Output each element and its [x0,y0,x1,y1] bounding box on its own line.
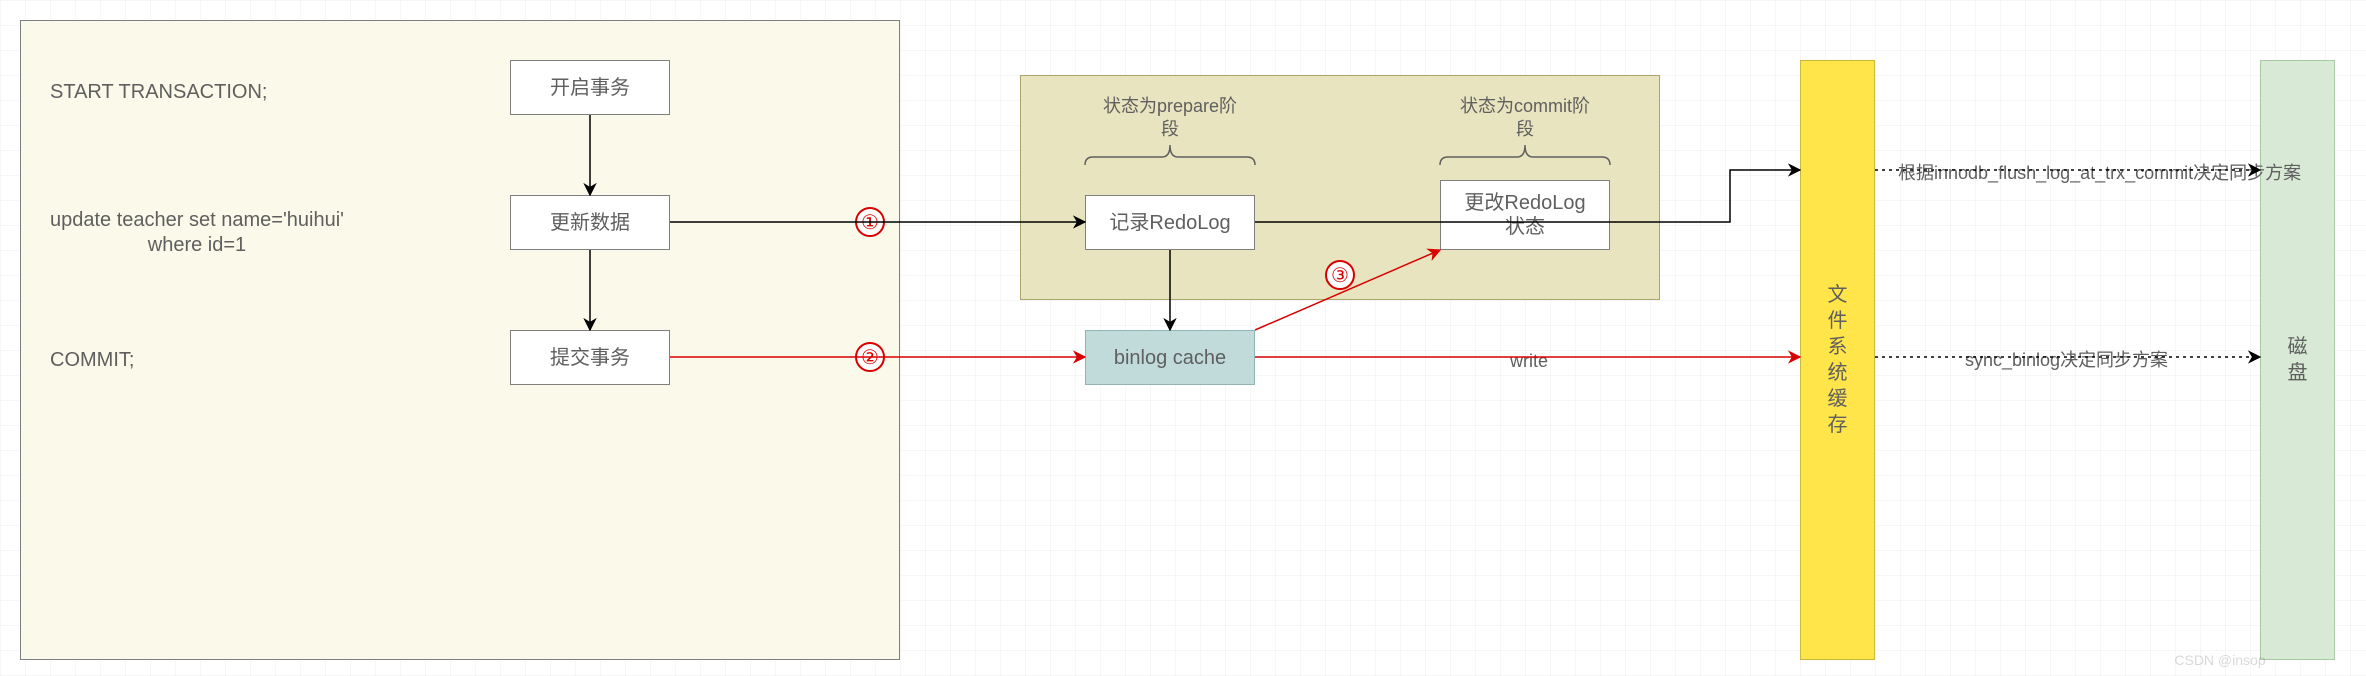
node-binlog: binlog cache [1085,330,1255,385]
node-redolog: 记录RedoLog [1085,195,1255,250]
edge-label-sync: sync_binlog决定同步方案 [1965,349,2168,372]
code-commit: COMMIT; [50,348,134,373]
container-transaction [20,20,900,660]
node-fs-cache: 文 件 系 统 缓 存 [1800,60,1875,660]
step-1-badge: ① [855,207,885,237]
code-start-transaction: START TRANSACTION; [50,80,267,105]
node-start-tx: 开启事务 [510,60,670,115]
label-commit-phase: 状态为commit阶 段 [1460,95,1590,140]
node-disk: 磁 盘 [2260,60,2335,660]
edge-label-write: write [1510,350,1548,373]
node-commit: 提交事务 [510,330,670,385]
watermark: CSDN @insop [2174,652,2265,668]
step-2-badge: ② [855,342,885,372]
step-3-badge: ③ [1325,260,1355,290]
label-prepare-phase: 状态为prepare阶 段 [1103,95,1237,140]
code-update: update teacher set name='huihui' where i… [50,208,344,258]
edge-label-innodb: 根据innodb_flush_log_at_trx_commit决定同步方案 [1898,162,2301,185]
node-update: 更新数据 [510,195,670,250]
node-redolog2: 更改RedoLog 状态 [1440,180,1610,250]
